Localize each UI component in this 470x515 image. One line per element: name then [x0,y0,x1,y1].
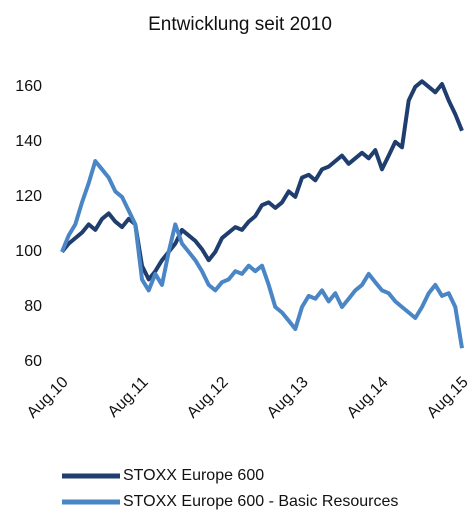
x-tick-label: Aug.15 [424,374,470,422]
y-tick-label: 100 [15,243,42,260]
chart-title: Entwicklung seit 2010 [148,14,332,35]
legend-label: STOXX Europe 600 [123,467,264,484]
x-tick-label: Aug.13 [264,374,312,422]
y-tick-label: 80 [24,298,42,315]
legend-label: STOXX Europe 600 - Basic Resources [123,493,398,510]
y-tick-label: 60 [24,353,42,370]
x-tick-label: Aug.10 [24,374,72,422]
x-tick-label: Aug.14 [344,374,392,422]
series-line [60,79,464,282]
x-tick-label: Aug.11 [105,374,152,421]
y-tick-label: 160 [15,78,42,95]
y-tick-label: 140 [15,133,42,150]
series-line [60,159,464,349]
y-tick-label: 120 [15,188,42,205]
x-tick-label: Aug.12 [184,374,232,422]
